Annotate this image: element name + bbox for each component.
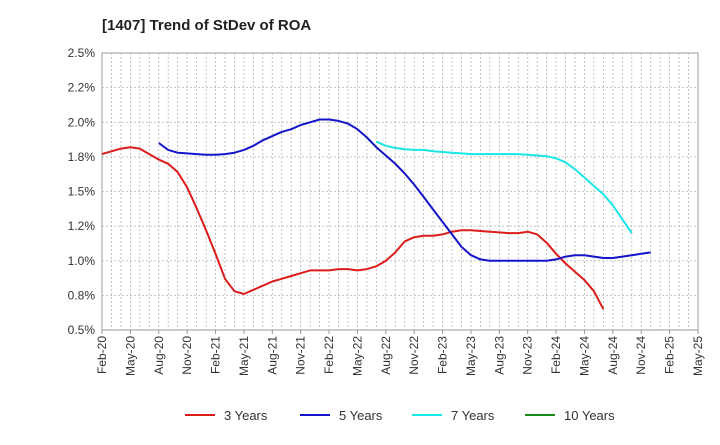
x-tick-label: May-25: [691, 336, 705, 376]
y-tick-label: 1.5%: [68, 185, 96, 199]
legend-label: 10 Years: [564, 408, 615, 423]
x-tick-label: Feb-24: [549, 336, 563, 374]
series-line: [375, 140, 633, 234]
series-line: [158, 118, 651, 262]
x-tick-label: Nov-24: [634, 336, 648, 375]
x-tick-label: Aug-20: [152, 336, 166, 375]
x-tick-label: Feb-21: [209, 336, 223, 374]
x-axis-ticks: Feb-20 May-20 Aug-20 Nov-20 Feb-21 May-21 Aug-…: [95, 330, 705, 376]
x-tick-label: Feb-22: [322, 336, 336, 374]
x-tick-label: May-20: [123, 336, 137, 376]
legend-label: 7 Years: [451, 408, 495, 423]
y-tick-label: 1.8%: [68, 150, 96, 164]
x-tick-label: Nov-23: [521, 336, 535, 375]
x-tick-label: Feb-25: [663, 336, 677, 374]
x-tick-label: Aug-24: [606, 336, 620, 375]
y-tick-label: 1.2%: [68, 219, 96, 233]
x-tick-label: May-21: [237, 336, 251, 376]
y-tick-label: 2.2%: [68, 81, 96, 95]
legend: 3 Years 5 Years 7 Years 10 Years: [185, 408, 615, 423]
x-tick-label: Aug-22: [379, 336, 393, 375]
x-tick-label: Nov-22: [407, 336, 421, 375]
y-tick-label: 1.0%: [68, 254, 96, 268]
series-lines: [101, 118, 651, 310]
x-tick-label: May-22: [350, 336, 364, 376]
x-tick-label: Aug-23: [492, 336, 506, 375]
x-tick-label: Nov-20: [180, 336, 194, 375]
y-tick-label: 2.5%: [68, 46, 96, 60]
x-tick-label: Feb-23: [436, 336, 450, 374]
series-line: [101, 146, 605, 310]
x-tick-label: Aug-21: [265, 336, 279, 375]
chart-title: [1407] Trend of StDev of ROA: [102, 17, 311, 34]
legend-label: 3 Years: [224, 408, 268, 423]
legend-label: 5 Years: [339, 408, 383, 423]
y-axis-ticks: 0.5% 0.8% 1.0% 1.2% 1.5% 1.8% 2.0% 2.2% 2.5%: [68, 46, 96, 337]
grid: [102, 53, 698, 330]
x-tick-label: May-24: [577, 336, 591, 376]
y-tick-label: 0.5%: [68, 323, 96, 337]
y-tick-label: 0.8%: [68, 288, 96, 302]
x-tick-label: Feb-20: [95, 336, 109, 374]
y-tick-label: 2.0%: [68, 115, 96, 129]
x-tick-label: Nov-21: [294, 336, 308, 375]
x-tick-label: May-23: [464, 336, 478, 376]
